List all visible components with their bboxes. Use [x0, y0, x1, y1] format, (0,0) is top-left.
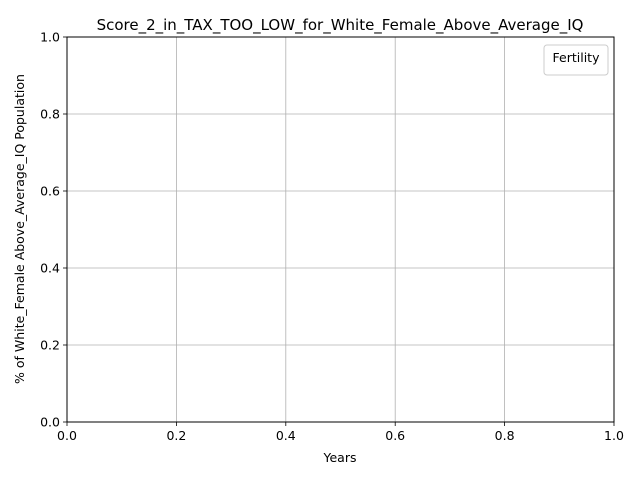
y-axis: 0.0 0.2 0.4 0.6 0.8 1.0 — [40, 30, 67, 430]
chart-title: Score_2_in_TAX_TOO_LOW_for_White_Female_… — [97, 16, 584, 35]
y-tick-label: 0.8 — [40, 107, 60, 122]
plot-area — [66, 36, 615, 423]
y-tick-label: 0.0 — [40, 415, 60, 430]
x-axis: 0.0 0.2 0.4 0.6 0.8 1.0 — [57, 422, 624, 443]
legend-title: Fertility — [553, 50, 601, 65]
x-tick-label: 0.8 — [495, 428, 515, 443]
y-axis-label: % of White_Female Above_Average_IQ Popul… — [12, 74, 27, 384]
y-tick-label: 0.2 — [40, 338, 60, 353]
y-tick-label: 0.4 — [40, 261, 60, 276]
y-tick-label: 1.0 — [40, 30, 60, 45]
legend: Fertility — [543, 44, 609, 76]
x-tick-label: 0.2 — [166, 428, 186, 443]
x-tick-label: 0.4 — [276, 428, 296, 443]
y-tick-label: 0.6 — [40, 184, 60, 199]
x-axis-label: Years — [323, 450, 357, 465]
legend-box — [543, 44, 609, 76]
gridlines — [66, 36, 615, 423]
x-tick-label: 0.0 — [57, 428, 77, 443]
x-tick-label: 0.6 — [385, 428, 405, 443]
x-tick-label: 1.0 — [604, 428, 624, 443]
